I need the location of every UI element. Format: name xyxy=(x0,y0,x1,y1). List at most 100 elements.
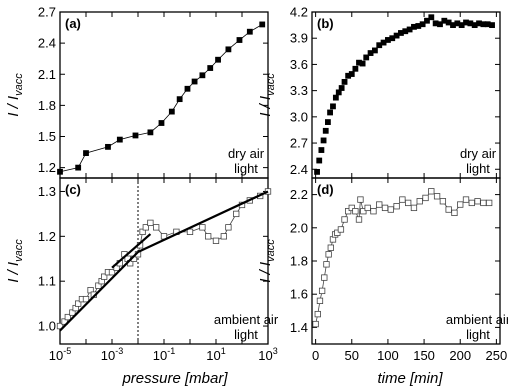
y-tick-label-b: 2.4 xyxy=(290,162,308,177)
x-tick-label-d: 100 xyxy=(377,348,399,363)
data-point-c xyxy=(199,224,206,231)
panel-label-a: (a) xyxy=(65,16,81,31)
data-point-d xyxy=(364,204,371,212)
data-point-d xyxy=(321,274,328,281)
data-point-d xyxy=(370,208,377,215)
fit-line-c xyxy=(137,190,269,254)
y-tick-label-a: 1.2 xyxy=(38,160,56,175)
data-point-c xyxy=(61,318,68,325)
data-point-c xyxy=(56,322,64,330)
data-point-b xyxy=(352,65,359,72)
data-point-a xyxy=(259,21,266,28)
y-tick-label-d: 1.4 xyxy=(290,320,308,335)
x-tick-label-c: 101 xyxy=(206,346,225,363)
y-tick-label-b: 3.0 xyxy=(290,109,308,124)
y-tick-label-c: 1.2 xyxy=(38,229,56,244)
data-point-d xyxy=(348,204,355,212)
data-point-c xyxy=(186,228,194,235)
data-point-a xyxy=(116,136,123,143)
data-point-d xyxy=(352,208,359,215)
y-tick-label-c: 1.0 xyxy=(38,319,56,334)
y-tick-label-d: 2.0 xyxy=(290,220,308,235)
data-point-d xyxy=(387,206,394,213)
data-point-c xyxy=(82,295,90,303)
data-point-d xyxy=(451,209,458,217)
annotation-a: light xyxy=(234,161,258,176)
y-tick-label-d: 1.8 xyxy=(290,254,308,269)
data-point-d xyxy=(480,199,487,207)
data-point-c xyxy=(69,309,76,316)
data-point-a xyxy=(184,85,191,92)
data-point-d xyxy=(439,198,447,205)
data-point-c xyxy=(220,233,227,240)
x-tick-label-d: 200 xyxy=(449,348,471,363)
x-axis-title-c: pressure [mbar] xyxy=(121,370,228,387)
data-point-d xyxy=(345,208,352,215)
data-point-c xyxy=(212,237,220,244)
data-point-a xyxy=(83,150,89,157)
y-tick-label-a: 1.8 xyxy=(38,98,56,113)
y-tick-label-b: 3.3 xyxy=(290,83,308,98)
data-point-a xyxy=(176,96,183,103)
y-tick-label-c: 1.3 xyxy=(38,184,56,199)
data-point-d xyxy=(323,261,330,268)
data-point-d xyxy=(433,193,441,200)
data-point-d xyxy=(341,216,348,223)
y-tick-label-c: 1.1 xyxy=(38,274,56,289)
data-point-d xyxy=(334,229,341,236)
data-point-c xyxy=(225,224,232,231)
data-point-a xyxy=(236,37,243,43)
y-tick-label-d: 1.6 xyxy=(290,287,308,302)
data-point-c xyxy=(101,273,108,280)
data-point-b xyxy=(359,60,366,67)
y-axis-title-b: I / Ivacc xyxy=(257,73,277,117)
data-point-a xyxy=(246,28,253,35)
data-point-b xyxy=(327,109,333,116)
panel-d: 1.4 1.6 1.8 2.0 2.2 0 50 100 150 200 250 (d) ambient… xyxy=(257,177,508,363)
fit-line-c xyxy=(111,233,152,269)
x-tick-label-d: 50 xyxy=(345,348,359,363)
data-point-d xyxy=(314,310,321,318)
data-point-b xyxy=(424,17,430,24)
data-point-c xyxy=(95,282,102,289)
data-point-d xyxy=(318,287,326,295)
panel-c: 1.0 1.1 1.2 1.3 10-5 10-3 10-1 101 103 (c) ambient… xyxy=(5,177,279,363)
data-point-d xyxy=(428,188,435,195)
data-point-c xyxy=(147,219,154,227)
series-line-d xyxy=(315,190,490,325)
data-point-c xyxy=(142,224,149,231)
x-tick-label-d: 0 xyxy=(312,348,319,363)
data-point-b xyxy=(489,22,495,29)
data-point-c xyxy=(233,210,240,218)
y-tick-label-a: 2.7 xyxy=(38,5,56,20)
annotation-c: ambient air xyxy=(214,312,279,327)
data-point-c xyxy=(64,313,71,321)
x-tick-label-c: 103 xyxy=(258,346,277,363)
data-point-c xyxy=(108,269,116,276)
fit-line-c xyxy=(59,251,139,332)
data-point-d xyxy=(337,226,345,233)
data-point-b xyxy=(437,21,443,28)
data-point-d xyxy=(355,216,363,223)
data-point-b xyxy=(338,85,345,91)
data-point-b xyxy=(348,71,355,77)
data-point-a xyxy=(158,120,165,126)
data-point-a xyxy=(105,143,111,150)
data-point-a xyxy=(207,65,214,71)
x-tick-label-c: 10-1 xyxy=(153,346,175,363)
data-point-b xyxy=(330,103,336,110)
data-point-b xyxy=(419,21,426,28)
data-point-d xyxy=(327,244,334,251)
data-point-d xyxy=(410,204,418,212)
data-point-b xyxy=(320,137,327,144)
data-point-a xyxy=(199,72,206,79)
data-point-d xyxy=(468,199,475,207)
data-point-b xyxy=(316,157,323,164)
panel-label-b: (b) xyxy=(317,16,334,31)
annotation-a: dry air xyxy=(228,146,265,161)
data-point-c xyxy=(205,233,212,240)
data-point-d xyxy=(474,198,481,205)
y-tick-label-a: 1.5 xyxy=(38,129,56,144)
